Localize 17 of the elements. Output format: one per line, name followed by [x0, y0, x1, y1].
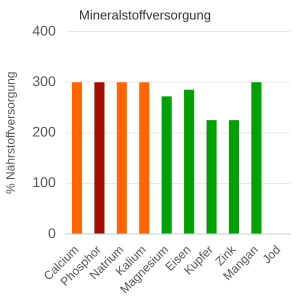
y-tick-label: 0 — [48, 224, 56, 241]
x-tick-label: Jod — [260, 242, 284, 266]
bar — [72, 82, 82, 234]
y-tick-label: 200 — [32, 124, 56, 140]
y-tick-label: 400 — [32, 22, 56, 38]
bar — [162, 96, 172, 234]
y-tick-label: 300 — [32, 73, 56, 90]
bar — [206, 120, 217, 234]
y-tick-label: 100 — [32, 174, 56, 190]
bar — [184, 90, 194, 234]
y-axis-title: % Nährstoffversorgung — [4, 72, 18, 194]
bar — [116, 82, 127, 234]
bar — [94, 82, 104, 234]
bar — [228, 120, 239, 234]
bar — [251, 82, 262, 234]
bar — [139, 82, 150, 234]
chart-title: Mineralstoffversorgung — [79, 7, 211, 22]
